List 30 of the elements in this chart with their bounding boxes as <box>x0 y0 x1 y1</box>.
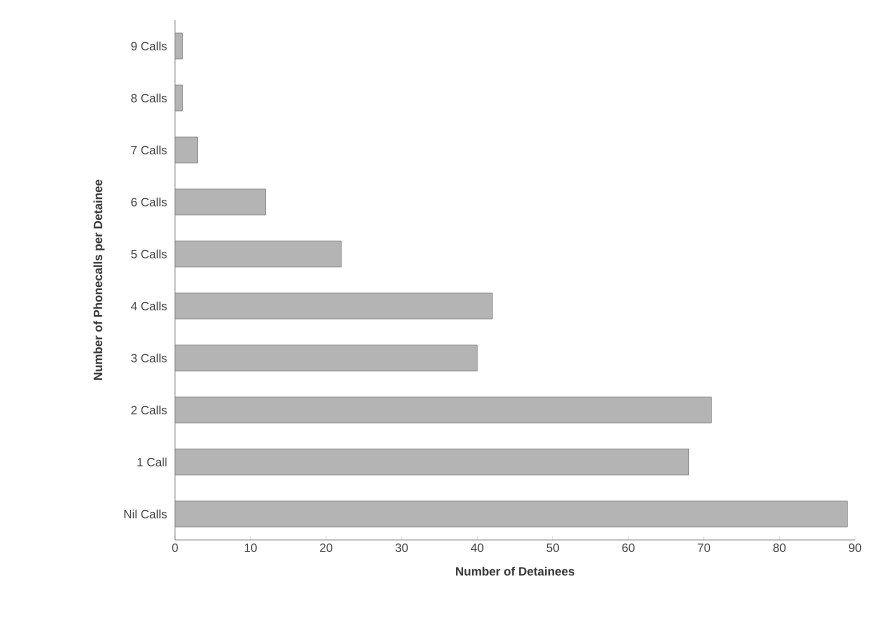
x-tick-label: 20 <box>320 544 332 552</box>
y-axis-title: Number of Phonecalls per Detainee <box>93 180 105 380</box>
bar <box>175 344 478 372</box>
y-tick-label: 3 Calls <box>131 354 167 362</box>
x-tick-label: 40 <box>470 544 484 552</box>
y-tick-label: 7 Calls <box>131 146 167 154</box>
x-tick-label: 90 <box>848 544 862 552</box>
y-tick-label: 8 Calls <box>131 94 167 102</box>
y-tick-label: 6 Calls <box>131 198 167 206</box>
bar <box>175 188 266 216</box>
bar <box>175 448 689 476</box>
bar <box>175 396 712 424</box>
x-tick-label: 0 <box>172 544 178 552</box>
bar <box>175 500 848 528</box>
x-tick-label: 50 <box>546 544 559 552</box>
x-tick-label: 70 <box>698 544 710 552</box>
y-tick-label: 9 Calls <box>131 42 167 50</box>
y-tick-label: Nil Calls <box>124 510 167 518</box>
y-tick-label: 2 Calls <box>131 406 167 414</box>
x-tick-label: 80 <box>773 544 786 552</box>
y-tick-label: 5 Calls <box>131 250 167 258</box>
x-tick-label: 30 <box>395 544 408 552</box>
x-tick-label: 60 <box>622 544 635 552</box>
bar <box>175 136 198 164</box>
bar <box>175 292 493 320</box>
x-tick-label: 10 <box>244 544 257 552</box>
y-tick-label: 1 Call <box>138 458 166 466</box>
x-axis-title: Number of Detainees <box>456 566 574 576</box>
bar <box>175 240 342 268</box>
y-tick-label: 4 Calls <box>130 302 167 310</box>
